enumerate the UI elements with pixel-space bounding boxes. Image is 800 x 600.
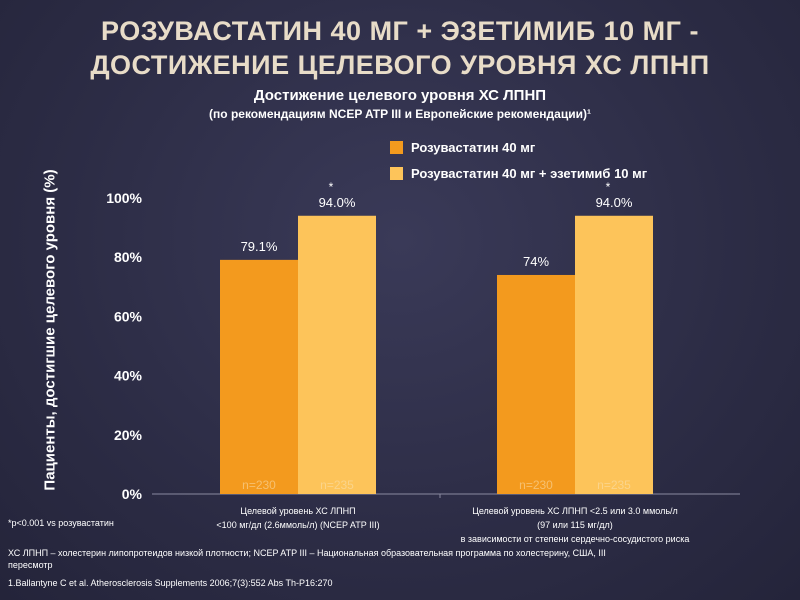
n-label: n=230 [242, 478, 276, 492]
n-label: n=235 [597, 478, 631, 492]
slide-title-line1: РОЗУВАСТАТИН 40 МГ + ЭЗЕТИМИБ 10 МГ - [101, 16, 699, 46]
legend-label-series2: Розувастатин 40 мг + эзетимиб 10 мг [411, 165, 648, 181]
data-label: 79.1% [241, 239, 278, 254]
footnote-abbreviations: ХС ЛПНП – холестерин липопротеидов низко… [8, 548, 606, 570]
data-label: 94.0% [319, 195, 356, 210]
footnote-reference: 1.Ballantyne C et al. Atherosclerosis Su… [8, 578, 333, 588]
x-category-label: Целевой уровень ХС ЛПНП [240, 506, 355, 516]
bar-series1-cat2 [497, 274, 575, 494]
bar-series2-cat2 [575, 215, 653, 494]
legend-swatch-series1 [390, 140, 403, 154]
slide-title: РОЗУВАСТАТИН 40 МГ + ЭЗЕТИМИБ 10 МГ - ДО… [0, 14, 800, 82]
y-tick-label: 40% [114, 368, 143, 384]
slide-title-line2: ДОСТИЖЕНИЕ ЦЕЛЕВОГО УРОВНЯ ХС ЛПНП [90, 50, 710, 80]
legend-item-series2: Розувастатин 40 мг + эзетимиб 10 мг [390, 162, 647, 184]
significance-marker: * [329, 180, 334, 194]
x-category-label: в зависимости от степени сердечно-сосуди… [461, 534, 690, 544]
x-category-label: (97 или 115 мг/дл) [537, 520, 613, 530]
y-tick-label: 60% [114, 308, 143, 324]
y-tick-label: 80% [114, 249, 143, 265]
data-label: 74% [523, 254, 549, 269]
legend-item-series1: Розувастатин 40 мг [390, 136, 647, 158]
n-label: n=235 [320, 478, 354, 492]
footnote-significance: *p<0.001 vs розувастатин [8, 518, 114, 528]
y-tick-label: 20% [114, 427, 143, 443]
x-category-label: Целевой уровень ХС ЛПНП <2.5 или 3.0 ммо… [472, 506, 678, 516]
y-tick-label: 0% [122, 486, 143, 502]
chart-subtitle: (по рекомендациям NCEP ATP III и Европей… [209, 107, 591, 121]
chart-legend: Розувастатин 40 мг Розувастатин 40 мг + … [390, 136, 647, 188]
y-tick-label: 100% [106, 190, 142, 206]
legend-swatch-series2 [390, 166, 403, 180]
bar-series1-cat1 [220, 259, 298, 494]
x-category-label: <100 мг/дл (2.6ммоль/л) (NCEP ATP III) [216, 520, 379, 530]
bar-series2-cat1 [298, 215, 376, 494]
n-label: n=230 [519, 478, 553, 492]
data-label: 94.0% [596, 195, 633, 210]
significance-marker: * [606, 180, 611, 194]
chart-title: Достижение целевого уровня ХС ЛПНП [253, 87, 547, 104]
legend-label-series1: Розувастатин 40 мг [411, 139, 536, 155]
